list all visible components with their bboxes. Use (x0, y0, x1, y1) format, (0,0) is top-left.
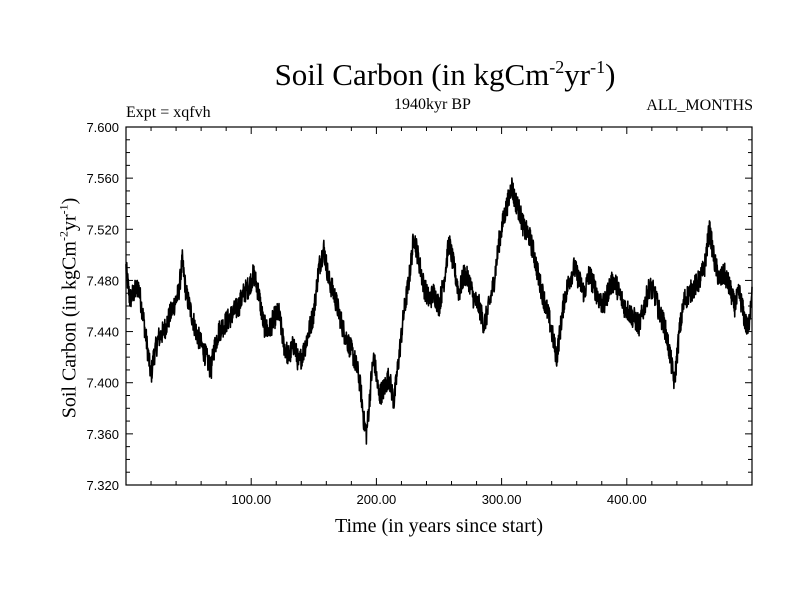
x-tick-label: 400.00 (607, 492, 647, 507)
x-axis-label: Time (in years since start) (334, 515, 544, 537)
experiment-label: Expt = xqfvh (126, 104, 211, 121)
x-tick-label: 300.00 (482, 492, 522, 507)
months-label: ALL_MONTHS (646, 97, 753, 114)
series-line (125, 177, 753, 445)
x-tick-label: 200.00 (357, 492, 397, 507)
y-tick-label: 7.560 (86, 171, 119, 186)
chart-subtitle: 1940kyr BP (394, 96, 471, 113)
y-tick-label: 7.320 (86, 478, 119, 493)
y-tick-label: 7.520 (86, 222, 119, 237)
y-tick-label: 7.400 (86, 376, 119, 391)
y-tick-label: 7.480 (86, 273, 119, 288)
y-tick-label: 7.600 (86, 120, 119, 135)
y-tick-label: 7.360 (86, 427, 119, 442)
x-tick-label: 100.00 (231, 492, 271, 507)
y-axis-label: Soil Carbon (in kgCm-2yr-1) (56, 197, 81, 419)
chart-title: Soil Carbon (in kgCm-2yr-1) (274, 57, 616, 92)
y-tick-label: 7.440 (86, 325, 119, 340)
